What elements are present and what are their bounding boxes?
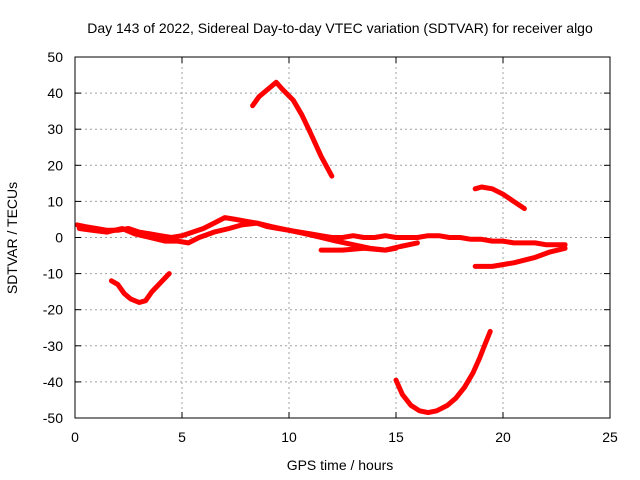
gridlines [75, 57, 610, 418]
y-axis-label: SDTVAR / TECUs [4, 182, 20, 294]
y-tick-label: -50 [43, 410, 63, 426]
y-tick-label: 50 [47, 49, 63, 65]
series-arc-1 [108, 271, 172, 305]
series-return-band [472, 245, 568, 269]
y-tick-label: 20 [47, 157, 63, 173]
x-axis-label: GPS time / hours [287, 457, 394, 473]
data-series [74, 79, 568, 416]
x-tick-label: 5 [178, 429, 186, 445]
y-tick-label: -20 [43, 302, 63, 318]
y-tick-label: 40 [47, 85, 63, 101]
y-tick-label: -40 [43, 374, 63, 390]
chart-title: Day 143 of 2022, Sidereal Day-to-day VTE… [87, 20, 593, 36]
x-tick-label: 20 [495, 429, 511, 445]
y-axis-ticks: -50 -40 -30 -20 -10 0 10 20 30 40 50 [43, 49, 610, 426]
x-axis-ticks: 0 5 10 15 20 25 [71, 57, 618, 445]
x-tick-label: 15 [388, 429, 404, 445]
y-tick-label: -10 [43, 266, 63, 282]
series-arc-4 [472, 184, 527, 212]
y-tick-label: 30 [47, 121, 63, 137]
x-tick-label: 25 [602, 429, 618, 445]
x-tick-label: 10 [281, 429, 297, 445]
y-tick-label: -30 [43, 338, 63, 354]
y-tick-label: 10 [47, 193, 63, 209]
series-lower-band [318, 245, 399, 253]
series-arc-2 [250, 79, 335, 179]
x-tick-label: 0 [71, 429, 79, 445]
series-arc-3 [393, 328, 493, 416]
y-tick-label: 0 [55, 230, 63, 246]
series-main-band-2 [76, 220, 420, 253]
